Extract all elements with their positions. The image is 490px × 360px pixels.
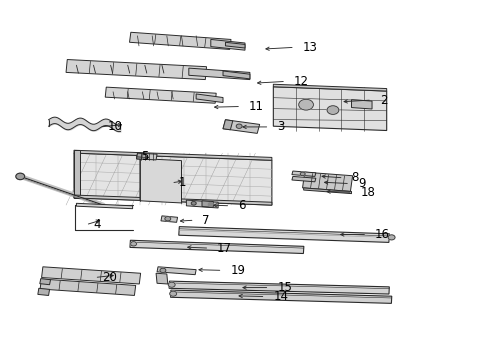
Circle shape <box>236 124 242 129</box>
Text: 6: 6 <box>238 199 245 212</box>
Polygon shape <box>196 94 223 103</box>
Text: 9: 9 <box>358 177 366 190</box>
Polygon shape <box>186 200 218 208</box>
Polygon shape <box>66 59 206 80</box>
Polygon shape <box>161 216 177 222</box>
Circle shape <box>160 268 166 273</box>
Polygon shape <box>273 84 387 91</box>
Polygon shape <box>304 188 351 194</box>
Polygon shape <box>171 290 392 303</box>
Polygon shape <box>74 195 272 205</box>
Polygon shape <box>40 279 136 296</box>
Polygon shape <box>140 158 181 203</box>
Circle shape <box>168 282 175 287</box>
Polygon shape <box>302 172 353 192</box>
Circle shape <box>299 99 314 110</box>
Text: 10: 10 <box>107 121 122 134</box>
Polygon shape <box>42 267 141 284</box>
Polygon shape <box>351 100 372 109</box>
Text: 16: 16 <box>375 228 390 241</box>
Polygon shape <box>189 68 250 80</box>
Polygon shape <box>137 153 143 159</box>
Text: 13: 13 <box>303 41 318 54</box>
Polygon shape <box>179 227 390 242</box>
Circle shape <box>327 106 339 114</box>
Polygon shape <box>202 201 213 207</box>
Polygon shape <box>129 32 231 49</box>
Polygon shape <box>74 150 80 198</box>
Circle shape <box>170 291 176 296</box>
Text: 15: 15 <box>277 281 292 294</box>
Circle shape <box>131 242 137 246</box>
Polygon shape <box>76 203 133 209</box>
Polygon shape <box>292 171 316 176</box>
Circle shape <box>300 172 305 176</box>
Polygon shape <box>156 273 168 284</box>
Text: 17: 17 <box>217 242 232 255</box>
Polygon shape <box>105 87 216 103</box>
Text: 20: 20 <box>102 271 117 284</box>
Circle shape <box>191 202 196 205</box>
Circle shape <box>165 217 171 221</box>
Polygon shape <box>211 40 245 50</box>
Polygon shape <box>292 176 316 182</box>
Polygon shape <box>169 281 390 294</box>
Text: 4: 4 <box>94 218 101 231</box>
Circle shape <box>388 235 395 240</box>
Text: 5: 5 <box>142 150 149 163</box>
Text: 1: 1 <box>179 176 187 189</box>
Polygon shape <box>137 153 157 160</box>
Polygon shape <box>74 153 272 205</box>
Text: 14: 14 <box>273 290 288 303</box>
Polygon shape <box>130 240 304 253</box>
Text: 19: 19 <box>230 264 245 277</box>
Polygon shape <box>223 120 260 134</box>
Polygon shape <box>157 267 196 275</box>
Polygon shape <box>40 279 50 285</box>
Text: 8: 8 <box>351 171 359 184</box>
Polygon shape <box>273 87 387 131</box>
Text: 7: 7 <box>202 214 210 227</box>
Circle shape <box>208 203 213 206</box>
Polygon shape <box>223 71 250 79</box>
Circle shape <box>16 173 24 180</box>
Polygon shape <box>225 42 245 48</box>
Polygon shape <box>38 288 49 296</box>
Text: 18: 18 <box>360 186 375 199</box>
Text: 11: 11 <box>249 100 264 113</box>
Text: 2: 2 <box>380 94 388 107</box>
Text: 12: 12 <box>294 75 309 88</box>
Text: 3: 3 <box>277 121 285 134</box>
Polygon shape <box>223 120 233 130</box>
Polygon shape <box>74 150 272 160</box>
